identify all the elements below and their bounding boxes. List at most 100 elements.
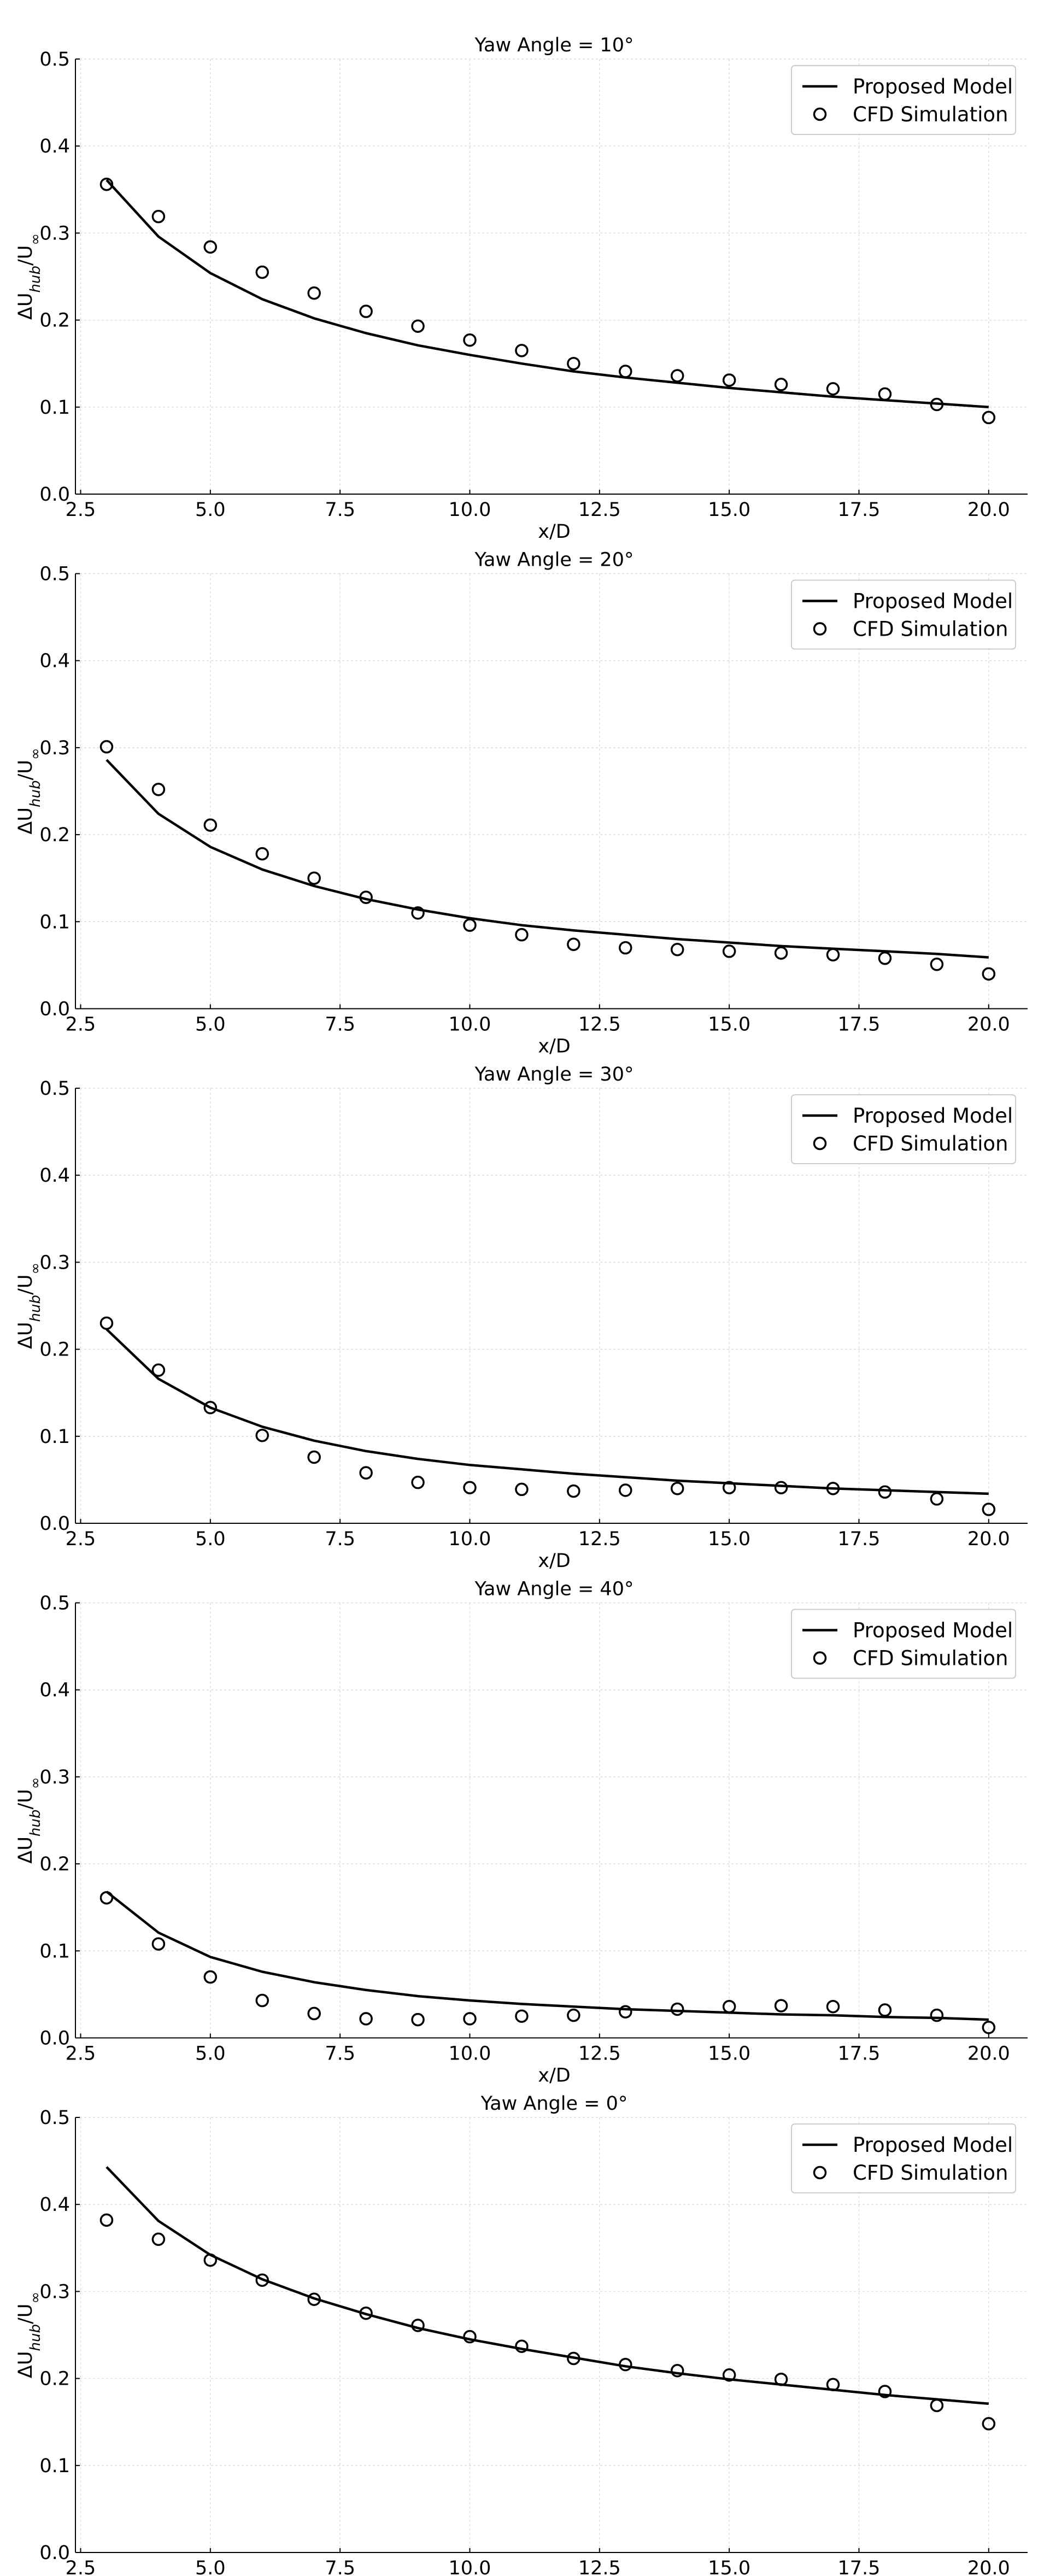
x-axis-label: x/D xyxy=(538,1550,570,1572)
legend: Proposed Model CFD Simulation xyxy=(791,1609,1016,1679)
legend-label-proposed-model: Proposed Model xyxy=(853,75,1013,98)
chart-title: Yaw Angle = 20° xyxy=(474,549,634,571)
data-point-cfd xyxy=(567,1484,580,1498)
data-point-cfd xyxy=(722,2368,736,2382)
data-point-cfd xyxy=(930,2398,944,2413)
x-tick-label: 5.0 xyxy=(195,1528,226,1550)
chart-title: Yaw Angle = 0° xyxy=(480,2093,628,2115)
data-point-cfd xyxy=(203,2253,218,2267)
y-tick-label: 0.5 xyxy=(39,564,70,585)
data-point-cfd xyxy=(255,2273,269,2287)
x-tick-label: 15.0 xyxy=(708,499,750,521)
data-point-cfd xyxy=(255,847,269,861)
data-point-cfd xyxy=(203,1970,218,1984)
y-tick-label: 0.3 xyxy=(39,222,70,244)
x-tick-label: 7.5 xyxy=(325,1528,355,1550)
legend: Proposed Model CFD Simulation xyxy=(791,2123,1016,2193)
data-point-cfd xyxy=(567,937,580,951)
data-point-cfd xyxy=(982,410,996,425)
data-point-cfd xyxy=(826,1482,840,1495)
y-axis-label: ΔUhub/U∞ xyxy=(15,2292,44,2378)
data-point-cfd xyxy=(774,1481,788,1494)
data-point-cfd xyxy=(307,871,321,885)
x-tick-label: 5.0 xyxy=(195,2043,226,2065)
x-tick-label: 12.5 xyxy=(578,499,621,521)
data-point-cfd xyxy=(307,1450,321,1464)
x-tick-label: 12.5 xyxy=(578,1014,621,1036)
y-tick-label: 0.0 xyxy=(39,2542,70,2564)
data-point-cfd xyxy=(151,2232,166,2246)
legend-marker-swatch xyxy=(813,1651,827,1665)
data-point-cfd xyxy=(930,2008,944,2022)
data-point-cfd xyxy=(619,2357,632,2372)
y-tick-label: 0.1 xyxy=(39,911,70,933)
x-tick-label: 15.0 xyxy=(708,2557,750,2576)
legend: Proposed Model CFD Simulation xyxy=(791,579,1016,650)
data-point-cfd xyxy=(878,1485,892,1499)
data-point-cfd xyxy=(774,2372,788,2386)
data-point-cfd xyxy=(670,942,684,957)
data-point-cfd xyxy=(359,890,373,904)
y-axis-label: ΔUhub/U∞ xyxy=(15,748,44,834)
x-tick-label: 7.5 xyxy=(325,499,355,521)
data-point-cfd xyxy=(255,265,269,279)
x-tick-label: 17.5 xyxy=(838,2557,881,2576)
data-point-cfd xyxy=(515,928,529,942)
x-tick-label: 17.5 xyxy=(838,1014,881,1036)
legend-label-cfd-simulation: CFD Simulation xyxy=(853,1132,1008,1155)
legend-marker-swatch xyxy=(813,2166,827,2180)
data-point-cfd xyxy=(826,382,840,396)
legend-box xyxy=(791,65,1016,135)
x-tick-label: 5.0 xyxy=(195,1014,226,1036)
data-point-cfd xyxy=(99,1316,114,1330)
data-point-cfd xyxy=(151,209,166,224)
y-tick-label: 0.4 xyxy=(39,1165,70,1187)
data-point-cfd xyxy=(826,2378,840,2391)
data-point-cfd xyxy=(515,344,529,357)
data-point-cfd xyxy=(411,319,425,333)
data-point-cfd xyxy=(99,740,114,754)
data-point-cfd xyxy=(619,941,632,955)
legend-marker-swatch xyxy=(813,622,827,636)
data-point-cfd xyxy=(255,1428,269,1442)
data-point-cfd xyxy=(619,1483,632,1497)
y-tick-label: 0.0 xyxy=(39,2028,70,2050)
y-tick-label: 0.3 xyxy=(39,737,70,759)
chart-panel-1: 2.5 5.0 7.5 10.0 12.5 15.0 17.5 20.0 0.0 0.1 0.2 0.… xyxy=(15,34,1028,543)
legend-label-proposed-model: Proposed Model xyxy=(853,1619,1013,1642)
chart-panel-5: 2.5 5.0 7.5 10.0 12.5 15.0 17.5 20.0 0.0 0.1 0.2 0.… xyxy=(15,2093,1028,2576)
data-point-cfd xyxy=(722,1999,736,2014)
data-point-cfd xyxy=(203,1401,218,1415)
data-point-cfd xyxy=(359,304,373,318)
y-tick-label: 0.5 xyxy=(39,2107,70,2129)
y-tick-label: 0.1 xyxy=(39,1426,70,1448)
y-tick-label: 0.1 xyxy=(39,1940,70,1962)
data-point-cfd xyxy=(359,2306,373,2320)
data-point-cfd xyxy=(982,1503,996,1516)
y-tick-label: 0.0 xyxy=(39,1513,70,1535)
data-point-cfd xyxy=(463,2329,477,2344)
x-tick-label: 10.0 xyxy=(449,1014,491,1036)
x-axis-label: x/D xyxy=(538,1036,570,1058)
data-point-cfd xyxy=(774,946,788,960)
data-point-cfd xyxy=(307,2292,321,2306)
data-point-cfd xyxy=(515,2339,529,2353)
chart-title: Yaw Angle = 40° xyxy=(474,1579,634,1600)
data-point-cfd xyxy=(982,2417,996,2431)
y-tick-label: 0.4 xyxy=(39,650,70,672)
x-tick-label: 17.5 xyxy=(838,1528,881,1550)
x-tick-label: 15.0 xyxy=(708,1014,750,1036)
data-point-cfd xyxy=(359,1466,373,1480)
x-tick-label: 7.5 xyxy=(325,1014,355,1036)
data-point-cfd xyxy=(99,2213,114,2227)
data-point-cfd xyxy=(878,951,892,965)
data-point-cfd xyxy=(99,1891,114,1905)
x-tick-label: 15.0 xyxy=(708,2043,750,2065)
data-point-cfd xyxy=(567,356,580,371)
x-tick-label: 12.5 xyxy=(578,2557,621,2576)
x-tick-label: 10.0 xyxy=(449,2043,491,2065)
y-tick-label: 0.4 xyxy=(39,2194,70,2216)
data-point-cfd xyxy=(463,1481,477,1494)
legend-box xyxy=(791,579,1016,650)
